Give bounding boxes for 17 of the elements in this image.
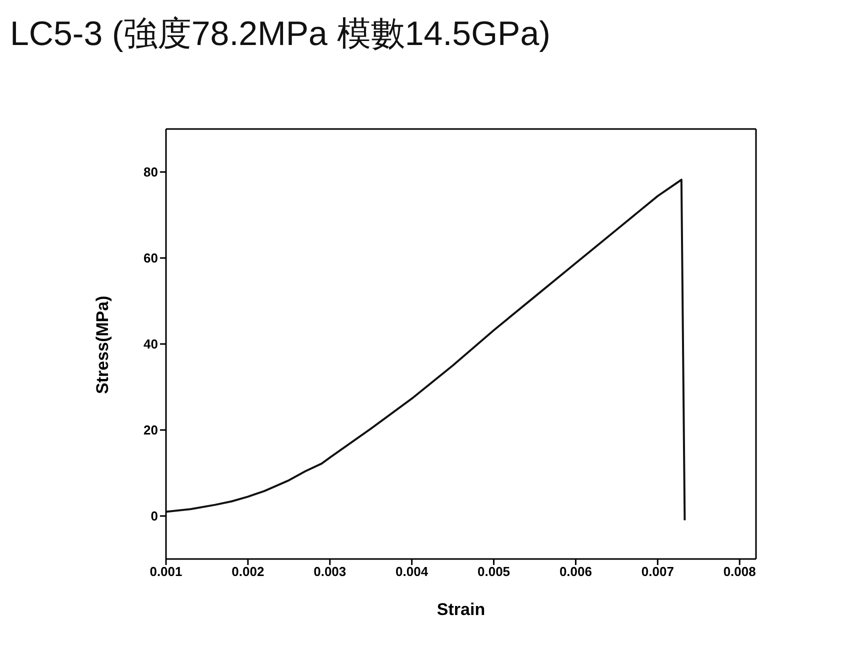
x-axis-title: Strain [436, 600, 486, 619]
y-axis-title: Stress(MPa) [93, 296, 112, 394]
x-tick-label: 0.004 [396, 564, 429, 580]
x-tick-label: 0.002 [232, 564, 264, 580]
y-tick-label: 60 [144, 250, 158, 266]
x-tick-label: 0.008 [723, 564, 756, 580]
chart-title: LC5-3 (強度78.2MPa 模數14.5GPa) [9, 14, 552, 55]
x-tick-label: 0.006 [559, 564, 592, 580]
x-tick-label: 0.001 [150, 564, 182, 580]
line-series [166, 178, 686, 522]
x-tick-label: 0.003 [314, 564, 346, 580]
x-tick-label: 0.005 [478, 564, 510, 580]
y-tick-label: 80 [144, 164, 158, 180]
y-tick-label: 0 [150, 508, 158, 524]
y-tick-label: 40 [144, 336, 158, 352]
y-tick-label: 20 [144, 422, 158, 438]
x-tick-label: 0.007 [641, 564, 674, 580]
